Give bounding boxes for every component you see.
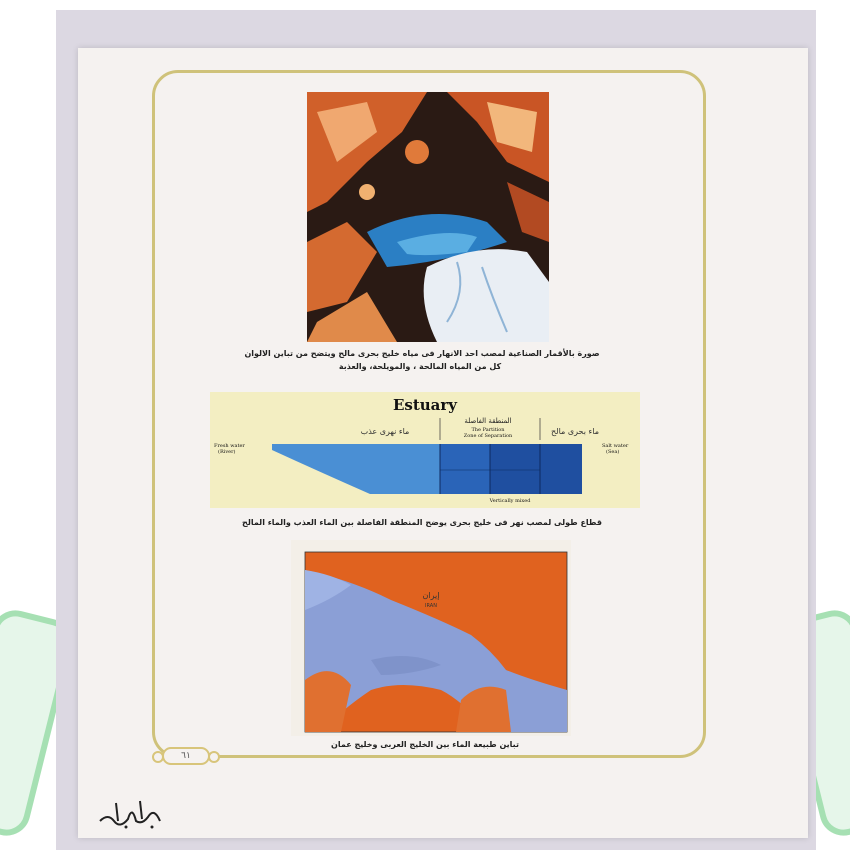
figure2-caption: قطاع طولى لمصب نهر فى خليج بحرى يوضح الم… (242, 518, 602, 527)
estuary-diagram-graphic: Estuary المنطقة الفاصلة The Partition Zo… (214, 396, 629, 504)
fresh-water-en-label: Fresh water (214, 443, 245, 449)
figure3-caption: تباين طبيعة الماء بين الخليج العربى وخلي… (331, 740, 519, 749)
satellite-image (307, 92, 549, 342)
zone-label-en1: The Partition (471, 427, 505, 433)
map-country-en: IRAN (425, 603, 437, 609)
vertically-mixed-label: Vertically mixed (489, 498, 532, 504)
page-frame (152, 70, 706, 758)
page-number: ٦١ (162, 747, 210, 765)
salt-water-en-sub: (Sea) (606, 448, 619, 455)
salt-water-en-label: Salt water (602, 443, 629, 449)
gulf-salinity-map: إيران IRAN (291, 540, 571, 736)
logo-calligraphy (99, 800, 161, 829)
publisher-logo (96, 795, 166, 837)
figure1-caption-line1: صورة بالأقمار الصناعية لمصب احد الانهار … (244, 349, 600, 358)
zone-label-ar: المنطقة الفاصلة (464, 417, 511, 425)
figure1-caption-line2: كل من المياه المالحة ، والمويلحة، والعذب… (338, 362, 502, 371)
gulf-map-graphic: إيران IRAN (291, 540, 571, 736)
page-number-ornament: ٦١ (152, 745, 220, 765)
fresh-water-en-sub: (River) (218, 448, 235, 455)
satellite-image-graphic (307, 92, 549, 342)
salt-water-label-ar: ماء بحرى مالح (551, 427, 599, 436)
fresh-water-label-ar: ماء نهرى عذب (361, 427, 410, 436)
ornament-right-dot (208, 751, 220, 763)
estuary-title: Estuary (393, 396, 458, 414)
estuary-diagram: Estuary المنطقة الفاصلة The Partition Zo… (210, 392, 640, 508)
zone-label-en2: Zone of Separation (464, 433, 513, 439)
map-country-ar: إيران (423, 591, 440, 601)
